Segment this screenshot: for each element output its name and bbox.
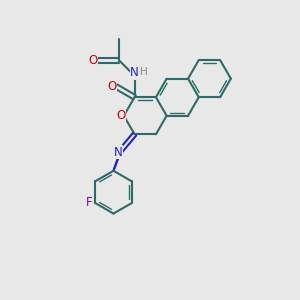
Text: H: H [140,67,148,77]
Text: F: F [86,196,93,209]
Text: O: O [116,109,125,122]
Text: O: O [107,80,116,93]
Text: N: N [130,66,139,79]
Text: O: O [88,54,97,67]
Text: N: N [113,146,122,159]
